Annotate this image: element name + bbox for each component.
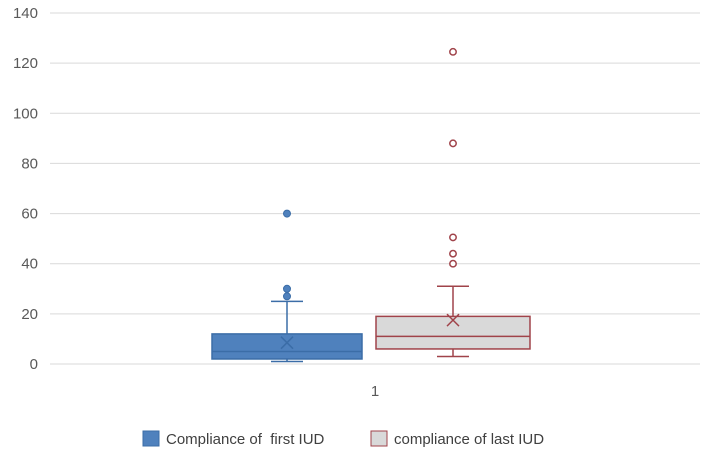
box <box>211 333 363 360</box>
box-group <box>375 47 531 358</box>
box <box>375 315 531 350</box>
legend-swatch <box>370 430 388 447</box>
outlier-point <box>449 249 457 258</box>
outlier-point <box>283 284 291 293</box>
mean-marker <box>280 336 294 350</box>
x-tick-label: 1 <box>371 383 379 400</box>
gridlines <box>50 12 700 365</box>
legend-label: compliance of last IUD <box>394 431 544 448</box>
y-tick-label: 40 <box>21 256 38 273</box>
box-series <box>211 47 531 363</box>
legend-label: Compliance of first IUD <box>166 431 325 448</box>
y-tick-label: 120 <box>13 55 38 72</box>
y-tick-label: 60 <box>21 206 38 223</box>
x-axis: 1 <box>371 383 379 400</box>
legend-item: compliance of last IUD <box>370 430 544 448</box>
box-group <box>211 209 363 363</box>
y-tick-label: 100 <box>13 105 38 122</box>
outlier-point <box>283 209 291 218</box>
y-tick-label: 140 <box>13 5 38 22</box>
outlier-point <box>449 139 457 148</box>
y-tick-label: 80 <box>21 155 38 172</box>
outlier-point <box>449 259 457 268</box>
y-tick-label: 20 <box>21 306 38 323</box>
outlier-point <box>449 47 457 56</box>
legend: Compliance of first IUD compliance of las… <box>142 430 544 448</box>
outlier-point <box>449 233 457 242</box>
legend-swatch <box>142 430 160 447</box>
y-tick-label: 0 <box>30 356 38 373</box>
mean-marker <box>446 313 460 327</box>
y-axis: 0 20 40 60 80 100 120 140 <box>13 5 38 373</box>
legend-item: Compliance of first IUD <box>142 430 325 448</box>
outlier-point <box>283 292 291 301</box>
